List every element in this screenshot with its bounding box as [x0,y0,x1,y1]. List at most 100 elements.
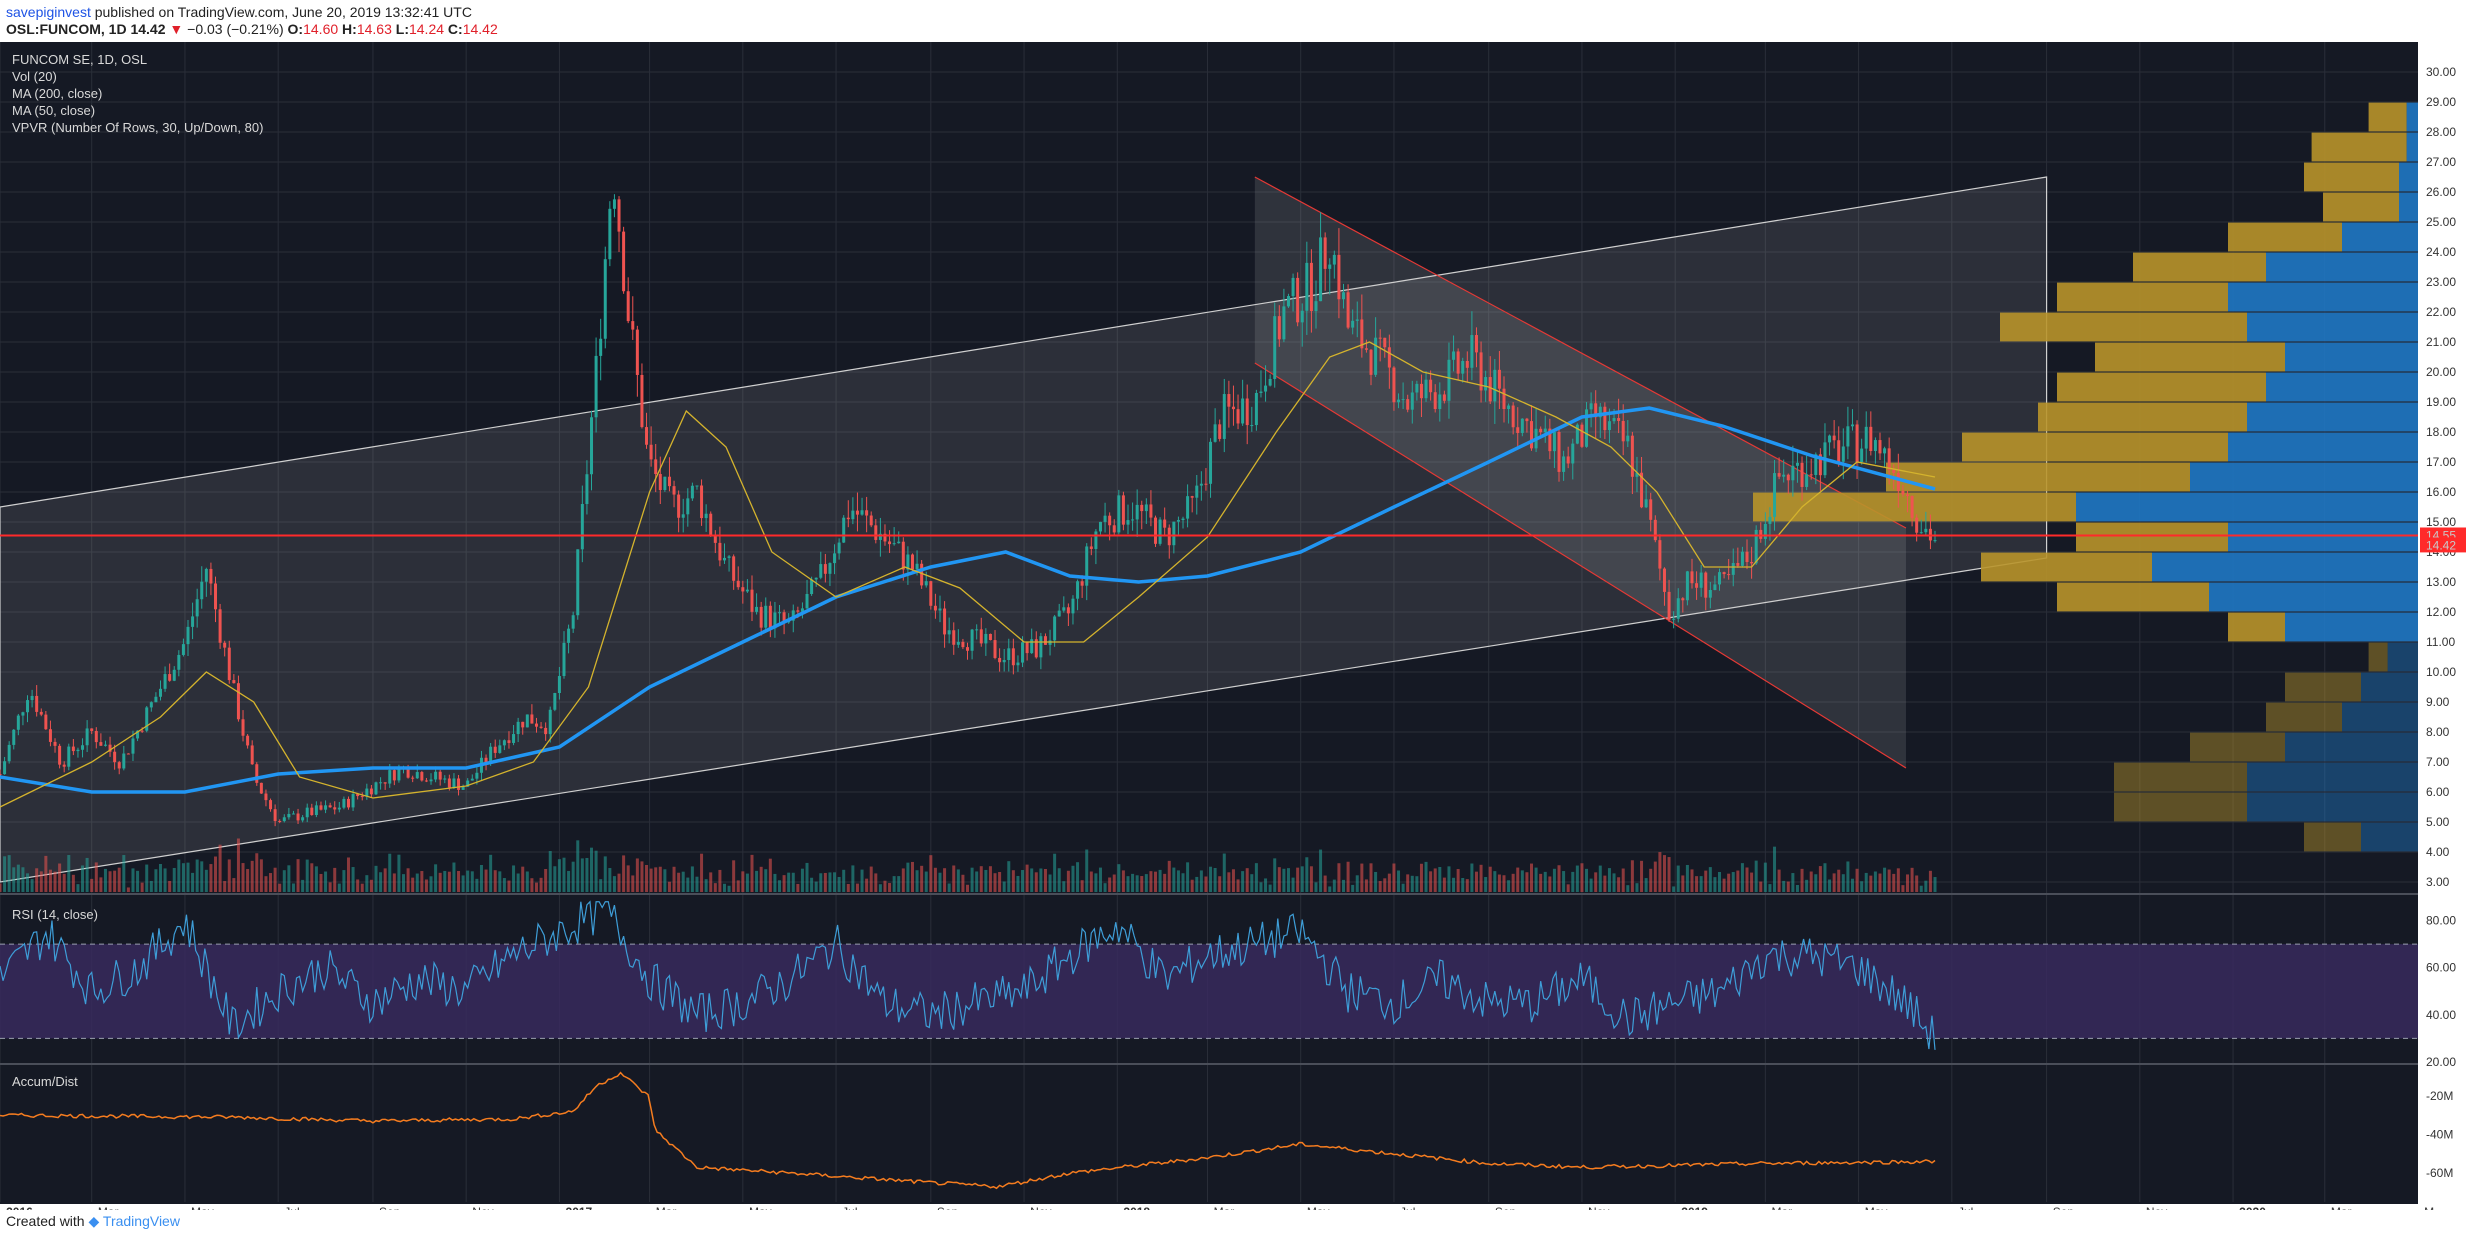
candle-body [424,780,428,782]
candle-body [443,778,447,780]
volume-bar [1543,871,1547,892]
ad-tick-label: -20M [2426,1089,2453,1103]
candle-body [1378,337,1382,339]
volume-bar [704,879,708,892]
candle-body [1066,607,1070,614]
candle-body [1369,349,1373,375]
candle-body [163,674,167,689]
volume-bar [1915,875,1919,892]
volume-bar [1933,877,1937,892]
rsi-tick-label: 60.00 [2426,961,2456,975]
candle-body [1695,583,1699,588]
legend-vol: Vol (20) [12,69,57,84]
volume-bar [1213,867,1217,892]
candle-body [278,821,282,823]
time-tick-label: May [1307,1205,1330,1210]
volume-bar [1319,849,1323,892]
volume-bar [622,855,626,892]
falling-channel-fill [1254,177,1906,768]
chart-canvas[interactable]: 3.00 4.00 5.00 6.00 7.00 8.00 9.00 10.00 11.00 12… [0,42,2468,1210]
candle-body [200,581,204,600]
publisher-link[interactable]: savepiginvest [6,4,91,20]
volume-bar [961,874,965,892]
volume-bar [282,870,286,892]
candle-body [869,515,873,526]
volume-bar [3,856,7,892]
volume-bar [585,857,589,892]
volume-bar [562,857,566,892]
volume-bar [502,878,506,892]
volume-bar [1530,863,1534,892]
candle-body [571,615,575,629]
volume-bar [1493,871,1497,892]
volume-bar [938,872,942,892]
volume-bar [163,868,167,892]
volume-bar [1094,873,1098,892]
candle-body [681,514,685,518]
ma50-line [0,341,1936,808]
volume-bar [1296,867,1300,892]
price-tick-label: 3.00 [2426,875,2450,889]
volume-bar [1745,867,1749,892]
volume-bar [1204,876,1208,892]
candle-body [534,723,538,727]
candle-body [140,730,144,732]
vpvr-down-bar [2368,642,2388,672]
candle-body [255,764,259,783]
candle-body [1626,435,1630,442]
candle-body [1607,421,1611,431]
volume-bar [241,863,245,892]
volume-bar [136,870,140,892]
volume-bar [1053,853,1057,892]
volume-bar [654,867,658,892]
volume-bar [539,877,543,892]
volume-bar [1254,863,1258,892]
volume-bar [461,875,465,892]
candle-body [1589,403,1593,410]
candle-body [319,805,323,810]
candle-body [1163,519,1167,528]
volume-bar [750,854,754,892]
candle-body [1190,496,1194,498]
volume-bar [383,868,387,892]
candle-body [1309,262,1313,312]
candle-body [1878,440,1882,454]
volume-bar [470,871,474,892]
volume-bar [741,871,745,892]
candle-body [1383,337,1387,348]
volume-bar [218,844,222,892]
candle-body [1818,454,1822,476]
volume-bar [1167,860,1171,892]
price-tick-label: 26.00 [2426,185,2456,199]
volume-bar [1397,870,1401,892]
tradingview-link[interactable]: TradingView [102,1213,180,1229]
volume-bar [1905,874,1909,892]
time-tick-label: Jul [1958,1205,1973,1210]
candle-body [1832,435,1836,441]
legend-vpvr: VPVR (Number Of Rows, 30, Up/Down, 80) [12,120,263,135]
candle-body [149,702,153,708]
price-tick-label: 28.00 [2426,125,2456,139]
ad-tick-label: -40M [2426,1128,2453,1142]
vpvr-up-bar [2285,612,2418,642]
volume-bar [342,870,346,892]
volume-bar [1672,886,1676,892]
time-tick-label: Jul [1400,1205,1415,1210]
volume-bar [1662,855,1666,892]
candle-body [136,730,140,739]
volume-bar [984,869,988,892]
candle-body [493,746,497,753]
volume-bar [599,879,603,892]
candle-body [1805,474,1809,487]
vpvr-up-bar [2399,162,2418,192]
volume-bar [819,873,823,892]
vpvr-up-bar [2228,282,2418,312]
candle-body [81,745,85,750]
candle-body [1658,540,1662,569]
candle-body [1731,563,1735,575]
candle-body [1277,316,1281,340]
candle-body [906,554,910,570]
candle-body [1594,403,1598,418]
candle-body [392,770,396,781]
candle-body [1149,504,1153,518]
